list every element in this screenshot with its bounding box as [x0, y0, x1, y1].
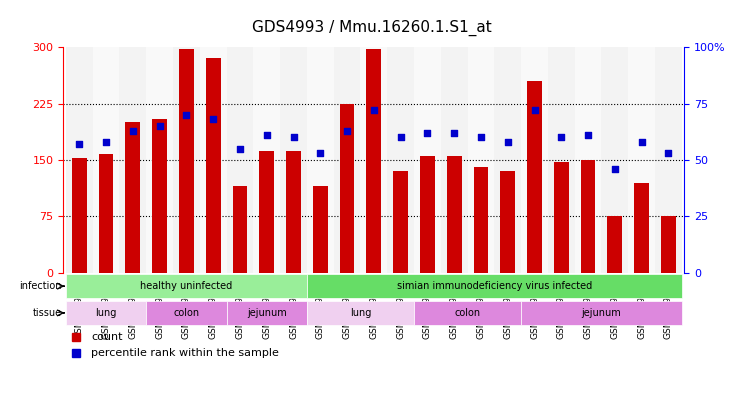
Bar: [414, 47, 440, 273]
Point: [475, 134, 487, 141]
Text: infection: infection: [19, 281, 62, 291]
Point: [368, 107, 380, 114]
Bar: [608, 216, 622, 273]
Point: [315, 150, 327, 156]
Bar: [494, 47, 521, 273]
Bar: [447, 156, 461, 273]
Bar: [99, 154, 113, 273]
Point: [609, 166, 620, 172]
FancyBboxPatch shape: [521, 301, 682, 325]
Bar: [313, 186, 327, 273]
Bar: [147, 47, 173, 273]
Text: lung: lung: [350, 308, 371, 318]
Bar: [420, 156, 434, 273]
Bar: [334, 47, 361, 273]
Text: simian immunodeficiency virus infected: simian immunodeficiency virus infected: [397, 281, 592, 291]
Point: [635, 139, 647, 145]
Bar: [548, 47, 574, 273]
Bar: [601, 47, 628, 273]
Point: [74, 141, 86, 147]
Bar: [661, 216, 676, 273]
Text: jejunum: jejunum: [582, 308, 621, 318]
Bar: [260, 151, 274, 273]
FancyBboxPatch shape: [66, 301, 147, 325]
Bar: [521, 47, 548, 273]
Text: colon: colon: [173, 308, 199, 318]
Bar: [635, 182, 649, 273]
Bar: [72, 158, 86, 273]
Point: [234, 145, 246, 152]
Point: [288, 134, 300, 141]
Point: [394, 134, 406, 141]
Bar: [153, 119, 167, 273]
Bar: [628, 47, 655, 273]
Bar: [233, 186, 247, 273]
Point: [208, 116, 219, 123]
Bar: [66, 47, 93, 273]
FancyBboxPatch shape: [66, 274, 307, 298]
Point: [154, 123, 166, 129]
Bar: [227, 47, 254, 273]
Point: [421, 130, 433, 136]
FancyBboxPatch shape: [307, 274, 682, 298]
Bar: [179, 49, 193, 273]
Text: tissue: tissue: [33, 308, 62, 318]
Bar: [367, 49, 381, 273]
Point: [341, 127, 353, 134]
Text: colon: colon: [455, 308, 481, 318]
Bar: [554, 162, 568, 273]
Point: [448, 130, 460, 136]
Bar: [387, 47, 414, 273]
Point: [181, 112, 193, 118]
FancyBboxPatch shape: [414, 301, 521, 325]
Text: jejunum: jejunum: [247, 308, 286, 318]
Bar: [200, 47, 227, 273]
Bar: [361, 47, 387, 273]
Bar: [93, 47, 120, 273]
Point: [100, 139, 112, 145]
Point: [127, 127, 139, 134]
Bar: [307, 47, 334, 273]
Bar: [440, 47, 467, 273]
Bar: [120, 47, 147, 273]
Bar: [280, 47, 307, 273]
Bar: [206, 59, 220, 273]
Text: healthy uninfected: healthy uninfected: [141, 281, 233, 291]
Bar: [394, 171, 408, 273]
Bar: [467, 47, 494, 273]
Bar: [254, 47, 280, 273]
Text: GDS4993 / Mmu.16260.1.S1_at: GDS4993 / Mmu.16260.1.S1_at: [252, 19, 492, 36]
Point: [501, 139, 513, 145]
Bar: [173, 47, 200, 273]
Text: lung: lung: [95, 308, 117, 318]
Bar: [655, 47, 682, 273]
Bar: [501, 171, 515, 273]
Text: percentile rank within the sample: percentile rank within the sample: [92, 348, 279, 358]
Bar: [126, 122, 140, 273]
Point: [582, 132, 594, 138]
Bar: [581, 160, 595, 273]
Point: [555, 134, 567, 141]
FancyBboxPatch shape: [227, 301, 307, 325]
Point: [528, 107, 540, 114]
Bar: [474, 167, 488, 273]
Bar: [574, 47, 601, 273]
Point: [261, 132, 273, 138]
FancyBboxPatch shape: [307, 301, 414, 325]
Bar: [340, 103, 354, 273]
Text: count: count: [92, 332, 123, 342]
Point: [662, 150, 674, 156]
Bar: [527, 81, 542, 273]
Bar: [286, 151, 301, 273]
FancyBboxPatch shape: [147, 301, 227, 325]
